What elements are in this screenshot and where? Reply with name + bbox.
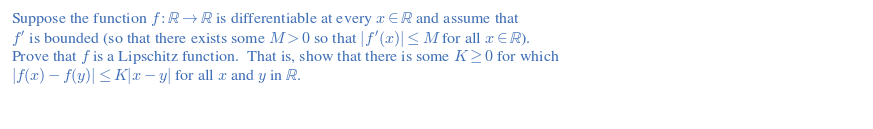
Text: $f'$ is bounded (so that there exists some $M > 0$ so that $|f'(x)| \leq M$ for : $f'$ is bounded (so that there exists so… <box>11 29 531 50</box>
Text: Prove that $f$ is a Lipschitz function.  That is, show that there is some $K \ge: Prove that $f$ is a Lipschitz function. … <box>11 47 560 66</box>
Text: $|f(x) - f(y)| \leq K|x - y|$ for all $x$ and $y$ in $\mathbb{R}$.: $|f(x) - f(y)| \leq K|x - y|$ for all $x… <box>11 66 302 86</box>
Text: Suppose the function $f : \mathbb{R} \to \mathbb{R}$ is differentiable at every : Suppose the function $f : \mathbb{R} \to… <box>11 10 520 28</box>
